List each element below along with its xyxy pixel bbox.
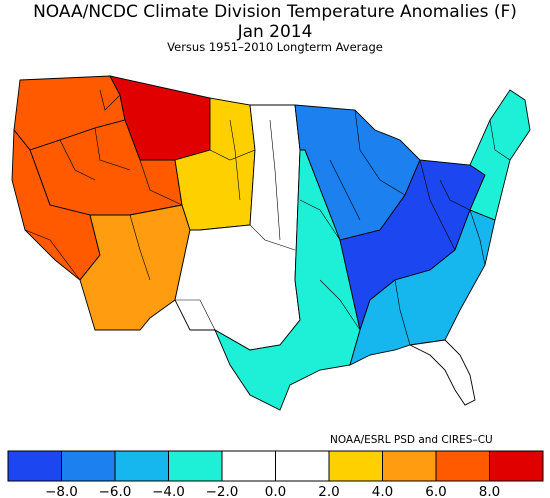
- region-southwest: [79, 204, 191, 331]
- division-line: [419, 159, 456, 251]
- division-line: [439, 179, 471, 211]
- title-line-1: NOAA/NCDC Climate Division Temperature A…: [33, 2, 517, 22]
- title-line-2: Jan 2014: [237, 22, 313, 42]
- division-line: [139, 159, 183, 206]
- division-line: [469, 209, 486, 266]
- division-line: [319, 279, 361, 331]
- division-line: [59, 139, 96, 181]
- legend-tick-label: 2.0: [318, 484, 339, 498]
- division-line: [299, 199, 341, 241]
- legend-tick-label: 8.0: [479, 484, 500, 498]
- division-line: [129, 214, 151, 281]
- division-line: [269, 119, 281, 241]
- legend-bin: [328, 450, 383, 482]
- legend-tick-label: −2.0: [206, 484, 239, 498]
- legend-bin: [221, 450, 276, 482]
- division-boundaries: [24, 89, 511, 346]
- division-line: [329, 159, 361, 221]
- division-line: [99, 89, 121, 111]
- legend-bin: [114, 450, 169, 482]
- division-line: [209, 149, 256, 161]
- division-line: [394, 279, 411, 346]
- division-line: [249, 224, 296, 251]
- legend-bin: [382, 450, 437, 482]
- division-line: [229, 119, 241, 201]
- credit-text: NOAA/ESRL PSD and CIRES–CU: [330, 434, 493, 446]
- map-title: NOAA/NCDC Climate Division Temperature A…: [0, 2, 550, 42]
- division-line: [24, 229, 81, 281]
- legend-tick-label: −8.0: [45, 484, 78, 498]
- division-line: [94, 127, 131, 171]
- legend-bin: [168, 450, 223, 482]
- division-line: [489, 119, 511, 161]
- division-line: [354, 109, 406, 196]
- legend-bin: [275, 450, 330, 482]
- legend-ticks: −8.0 −6.0 −4.0 −2.0 0.0 2.0 4.0 6.0 8.0: [45, 484, 500, 498]
- legend-tick-label: 6.0: [425, 484, 446, 498]
- region-florida: [408, 339, 476, 406]
- legend-bin: [489, 450, 544, 482]
- legend-tick-label: −4.0: [152, 484, 185, 498]
- legend-tick-label: 0.0: [265, 484, 286, 498]
- legend-tick-label: −6.0: [99, 484, 132, 498]
- map-subtitle: Versus 1951–2010 Longterm Average: [167, 40, 383, 54]
- legend-bin: [435, 450, 490, 482]
- us-anomaly-map: [11, 75, 531, 411]
- legend-bin: [61, 450, 116, 482]
- legend-bin: [7, 450, 62, 482]
- legend-tick-label: 4.0: [372, 484, 393, 498]
- division-line: [175, 299, 216, 331]
- map-regions: [11, 75, 531, 411]
- legend-bins: [7, 450, 544, 482]
